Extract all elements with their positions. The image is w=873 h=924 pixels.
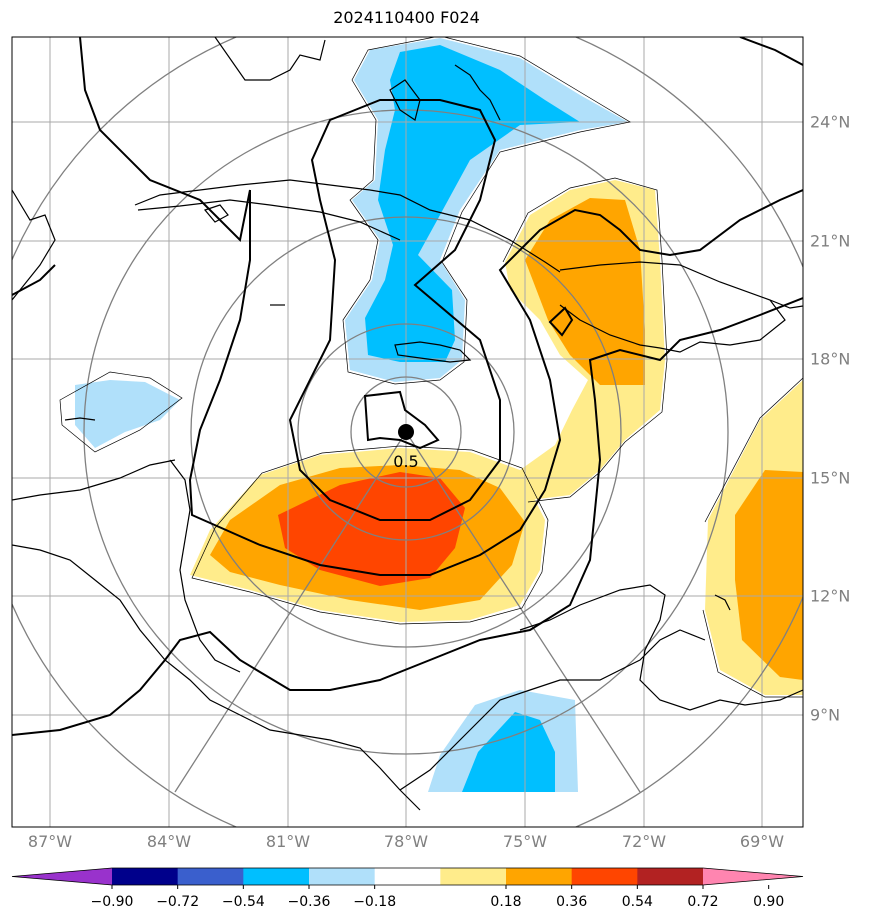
colorbar-segment bbox=[637, 868, 704, 885]
swan-island bbox=[64, 417, 96, 421]
colorbar-tick-label: 0.36 bbox=[556, 894, 588, 910]
colombia-venezuela-coast bbox=[519, 584, 803, 711]
contour-ring-3 bbox=[79, 37, 251, 243]
aruba-curacao bbox=[714, 594, 731, 611]
contour-ring-4 bbox=[12, 297, 803, 736]
contour-inner bbox=[363, 390, 440, 450]
latitude-tick-label: 18°N bbox=[810, 349, 851, 369]
thin-neg-north bbox=[342, 37, 631, 385]
colorbar-tick-label: 0.18 bbox=[490, 894, 522, 910]
contour-ring-2 bbox=[188, 189, 803, 576]
colorbar-tick-label: 0.54 bbox=[621, 894, 653, 910]
longitude-tick-label: 87°W bbox=[27, 832, 73, 851]
colorbar-tick-label: −0.54 bbox=[221, 894, 265, 910]
bahamas-2 bbox=[454, 64, 501, 121]
longitude-tick-label: 72°W bbox=[621, 832, 667, 851]
map-title: 2024110400 F024 bbox=[333, 8, 480, 27]
graticule bbox=[12, 37, 803, 827]
thin-contours bbox=[59, 37, 803, 698]
colorbar-segment bbox=[112, 868, 179, 885]
central-america-coast bbox=[12, 544, 421, 811]
hispaniola-coast bbox=[559, 261, 786, 353]
longitude-tick-label: 78°W bbox=[383, 832, 429, 851]
colorbar-tick-label: 0.90 bbox=[753, 894, 785, 910]
colorbar-tick-label: −0.72 bbox=[156, 894, 200, 910]
longitude-tick-label: 75°W bbox=[502, 832, 548, 851]
colorbar-extend-low bbox=[12, 868, 112, 885]
contours bbox=[12, 37, 803, 736]
colorbar-tick-label: −0.90 bbox=[90, 894, 134, 910]
neg-light-west bbox=[75, 380, 180, 448]
longitude-tick-label: 69°W bbox=[739, 832, 785, 851]
colorbar-segment bbox=[177, 868, 244, 885]
contour-small bbox=[548, 306, 574, 337]
colorbar-tick-label: −0.36 bbox=[287, 894, 331, 910]
pos-mid-ne bbox=[525, 198, 645, 385]
thin-pos-east bbox=[702, 377, 803, 698]
colorbar-segment bbox=[571, 868, 638, 885]
center-marker-label: 0.5 bbox=[393, 452, 419, 471]
florida-coast bbox=[214, 37, 326, 81]
colorbar-extend-high bbox=[703, 868, 803, 885]
map-frame bbox=[11, 36, 804, 828]
panama-coast bbox=[399, 629, 706, 791]
bahamas-1 bbox=[389, 79, 421, 121]
negative-anomaly-shading bbox=[75, 38, 628, 792]
central-america-east bbox=[169, 459, 241, 673]
thin-pos-central bbox=[191, 445, 549, 625]
latitude-tick-label: 21°N bbox=[810, 231, 851, 251]
colorbar-segment bbox=[506, 868, 573, 885]
contour-north-east bbox=[739, 37, 803, 66]
coastlines bbox=[12, 37, 803, 811]
map-area bbox=[12, 37, 803, 827]
honduras-coast bbox=[12, 459, 176, 501]
positive-anomaly-shading bbox=[190, 180, 803, 695]
colorbar-tick-label: 0.72 bbox=[687, 894, 719, 910]
colorbar-segment bbox=[309, 868, 376, 885]
colorbar-segment bbox=[243, 868, 310, 885]
thin-pos-ne bbox=[502, 177, 668, 503]
latitude-tick-label: 12°N bbox=[810, 586, 851, 606]
cuba-south bbox=[137, 199, 401, 241]
isle-of-youth bbox=[203, 204, 229, 223]
cuba-coast bbox=[134, 179, 561, 273]
jamaica-coast bbox=[394, 341, 472, 363]
latitude-tick-label: 15°N bbox=[810, 468, 851, 488]
longitude-tick-label: 81°W bbox=[265, 832, 311, 851]
pos-mid-east bbox=[735, 470, 803, 680]
colorbar-segment bbox=[374, 868, 441, 885]
colorbar bbox=[11, 867, 804, 889]
latitude-tick-label: 9°N bbox=[810, 705, 841, 725]
neg-mid-south bbox=[462, 712, 555, 792]
longitude-tick-label: 84°W bbox=[146, 832, 192, 851]
thin-neg-west bbox=[59, 371, 183, 453]
range-rings bbox=[12, 37, 803, 827]
storm-center-marker bbox=[398, 424, 414, 440]
latitude-tick-label: 24°N bbox=[810, 112, 851, 132]
colorbar-tick-label: −0.18 bbox=[353, 894, 397, 910]
contour-west bbox=[12, 264, 56, 296]
puerto-rico bbox=[769, 299, 803, 309]
contour-ring-1 bbox=[288, 99, 501, 521]
colorbar-segment bbox=[440, 868, 507, 885]
